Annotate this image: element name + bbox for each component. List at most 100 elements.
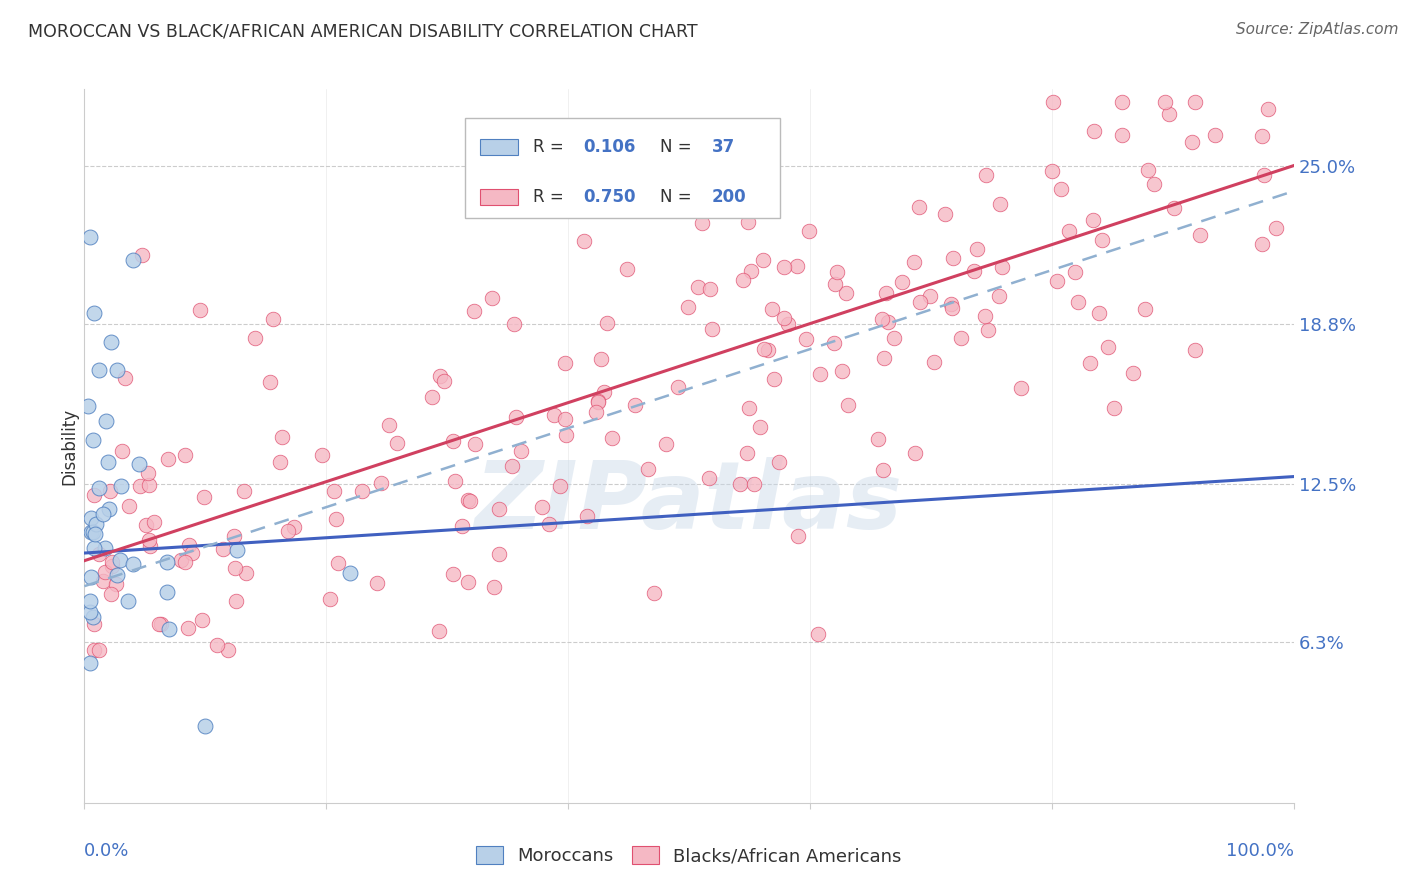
Point [807, 627, 830, 641]
Point [488, 547, 510, 561]
Point [942, 251, 965, 265]
Point [873, 351, 896, 366]
Point [941, 301, 963, 315]
Point [79, 593, 101, 607]
Point [966, 242, 988, 256]
Point [1253, 168, 1275, 182]
Text: ZIPatlas: ZIPatlas [475, 457, 903, 549]
Point [1157, 107, 1180, 121]
Point [1111, 128, 1133, 142]
Point [773, 311, 796, 326]
Point [170, 553, 193, 567]
Point [149, 617, 172, 632]
Point [1081, 213, 1104, 227]
Point [319, 591, 342, 606]
Point [510, 444, 533, 458]
Text: R =: R = [533, 138, 569, 156]
Point [823, 335, 845, 350]
Point [118, 499, 141, 513]
Point [950, 331, 973, 345]
Point [752, 342, 775, 356]
Point [676, 301, 699, 315]
Point [420, 390, 443, 404]
Point [668, 379, 690, 393]
Point [738, 401, 761, 415]
Point [108, 552, 131, 566]
Point [83, 643, 105, 657]
Point [1163, 201, 1185, 215]
Point [988, 197, 1011, 211]
Point [1087, 306, 1109, 320]
Point [205, 639, 228, 653]
Point [987, 289, 1010, 303]
Point [194, 719, 217, 733]
Point [1111, 95, 1133, 109]
Point [688, 280, 710, 294]
Point [1257, 103, 1279, 117]
Point [104, 577, 127, 591]
Point [271, 430, 294, 444]
Point [835, 285, 858, 300]
Point [918, 289, 941, 303]
Point [94, 541, 117, 555]
Point [1143, 177, 1166, 191]
Point [128, 479, 150, 493]
Point [352, 483, 374, 498]
Point [761, 301, 783, 316]
Point [1189, 227, 1212, 242]
Text: 0.0%: 0.0% [534, 864, 537, 866]
Point [177, 621, 200, 635]
Point [908, 294, 931, 309]
Point [934, 207, 956, 221]
Text: 37: 37 [711, 138, 735, 156]
Point [100, 334, 122, 349]
Point [890, 275, 912, 289]
Point [537, 516, 560, 531]
Point [143, 516, 166, 530]
Point [637, 462, 659, 476]
Point [464, 437, 486, 451]
Point [82, 524, 104, 539]
Point [429, 369, 451, 384]
Point [749, 420, 772, 434]
Point [554, 356, 576, 370]
Point [91, 574, 114, 588]
Point [212, 542, 235, 557]
Point [763, 372, 786, 386]
Point [503, 318, 526, 332]
Point [787, 529, 810, 543]
Point [97, 455, 120, 469]
Point [105, 567, 128, 582]
Point [79, 656, 101, 670]
Point [156, 555, 179, 569]
Point [1067, 295, 1090, 310]
Point [463, 304, 485, 318]
Point [82, 609, 104, 624]
Point [262, 311, 284, 326]
Point [157, 623, 180, 637]
Point [128, 457, 150, 471]
Point [326, 556, 349, 570]
Text: MOROCCAN VS BLACK/AFRICAN AMERICAN DISABILITY CORRELATION CHART: MOROCCAN VS BLACK/AFRICAN AMERICAN DISAB… [28, 22, 697, 40]
Point [616, 262, 638, 277]
FancyBboxPatch shape [465, 118, 780, 218]
Point [217, 643, 239, 657]
Point [837, 398, 859, 412]
Point [1264, 221, 1286, 235]
Point [89, 643, 111, 657]
Point [876, 315, 898, 329]
Point [481, 291, 503, 305]
Point [1133, 301, 1156, 316]
Point [973, 309, 995, 323]
Point [84, 516, 107, 531]
Point [1181, 135, 1204, 149]
Point [482, 580, 505, 594]
Point [868, 432, 890, 446]
Point [1078, 355, 1101, 369]
Point [786, 260, 808, 274]
Point [83, 306, 105, 320]
Point [827, 265, 849, 279]
Text: R =: R = [533, 188, 569, 206]
Point [107, 363, 129, 377]
Point [269, 455, 291, 469]
